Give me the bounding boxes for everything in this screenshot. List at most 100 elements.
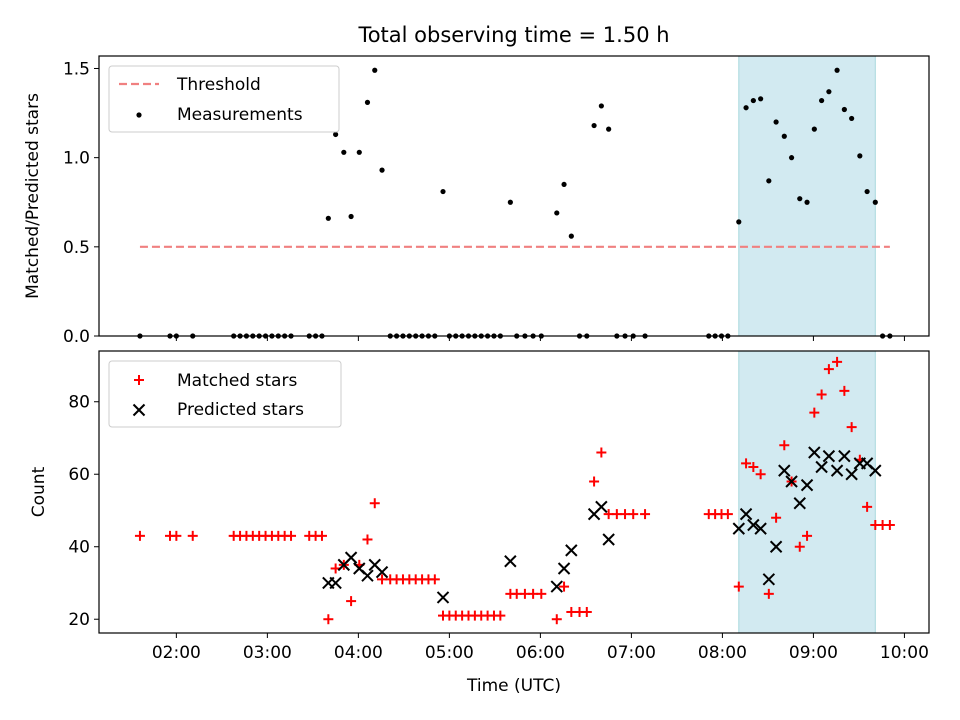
matched-star-point [722,509,733,520]
legend-predicted-key [132,403,146,417]
matched-star-point [362,534,373,545]
measurement-point [333,131,339,138]
predicted-star-point [344,551,358,564]
predicted-star-point [778,464,791,477]
predicted-star-point [732,522,745,535]
x-tick-label: 08:00 [698,643,747,663]
predicted-star-point [822,449,836,463]
measurement-point [750,97,756,104]
measurement-point [591,122,597,129]
x-tick-label: 10:00 [880,643,929,663]
highlight-span [738,350,876,634]
matched-star-point [748,461,759,472]
measurement-point [561,181,567,188]
predicted-star-point [845,468,858,481]
matched-star-point [589,476,600,487]
predicted-star-point [800,478,814,492]
ratio-panel-frame [98,55,930,337]
legend-measurements-key [136,112,142,118]
y-tick-label: 40 [68,538,90,558]
matched-star-point [802,530,813,541]
predicted-star-point [808,446,821,459]
predicted-star-point [550,580,563,593]
measurement-point [788,155,795,161]
measurement-point [568,233,574,239]
matched-star-point [741,458,752,469]
count-panel-frame [98,350,930,634]
matched-star-point [551,614,562,625]
y-tick-label: 1.5 [63,59,90,79]
measurement-point [372,67,378,73]
matched-star-point [628,509,639,520]
legend-predicted-label: Predicted stars [177,400,304,420]
y-tick-label: 1.0 [63,149,90,169]
matched-star-point [429,574,440,585]
measurement-point [773,119,779,125]
measurement-point [872,199,878,205]
measurement-point [849,115,855,122]
legend-measurements-label: Measurements [177,105,303,125]
predicted-star-point [793,497,806,510]
measurement-point [797,196,803,202]
matched-star-point [809,407,820,418]
count-legend: Matched stars Predicted stars [108,360,342,428]
measurement-point [804,199,810,205]
measurement-point [554,210,560,216]
matched-star-point [771,512,782,523]
y-tick-label: 80 [68,393,90,413]
measurement-point [826,89,832,95]
legend-threshold-label: Threshold [176,75,261,95]
matched-star-point [794,541,805,552]
measurement-point [379,167,385,173]
measurement-point [743,105,749,111]
matched-star-point [495,610,506,621]
measurement-point [507,199,513,205]
highlight-span [738,55,876,337]
predicted-star-point [830,464,844,477]
count-y-axis-label: Count [29,466,49,517]
predicted-star-point [769,540,783,553]
matched-star-point [763,588,774,599]
measurement-point [811,126,817,132]
measurement-point [736,219,742,225]
matched-star-point [581,606,592,617]
count-y-ticks: 20 40 60 80 [68,393,99,630]
legend-plus-marker [134,375,144,385]
measurement-point [819,97,825,104]
predicted-star-point [785,475,798,488]
legend-matched-label: Matched stars [177,371,297,391]
x-tick-label: 09:00 [789,643,838,663]
predicted-star-point [869,464,882,477]
matched-star-point [846,422,857,433]
predicted-star-point [762,573,776,586]
x-axis-label: Time (UTC) [466,676,561,696]
matched-star-point [839,385,850,396]
ratio-legend-box [108,65,340,133]
y-tick-label: 0.5 [63,238,90,258]
matched-star-point [884,519,895,530]
x-tick-label: 04:00 [334,643,383,663]
matched-star-point [640,509,651,520]
x-tick-label: 06:00 [516,643,565,663]
x-tick-label: 07:00 [607,643,656,663]
matched-star-point [755,469,766,480]
matched-star-point [862,501,873,512]
predicted-star-point [557,562,571,575]
predicted-star-point [436,591,450,604]
matched-star-point [369,498,380,509]
matched-star-point [187,530,198,541]
matched-star-point [779,440,790,451]
predicted-star-point [565,544,578,557]
matched-star-point [286,530,297,541]
matched-star-point [733,581,744,592]
predicted-star-point [329,576,342,590]
ratio-y-ticks: 0.0 0.5 1.0 1.5 [63,59,99,347]
predicted-star-point [375,565,389,579]
predicted-star-point [361,569,374,582]
measurement-point [325,215,331,221]
ratio-legend: Threshold Measurements [108,65,340,133]
measurement-point [598,103,604,109]
matched-star-point [134,530,145,541]
matched-star-point [346,596,357,607]
